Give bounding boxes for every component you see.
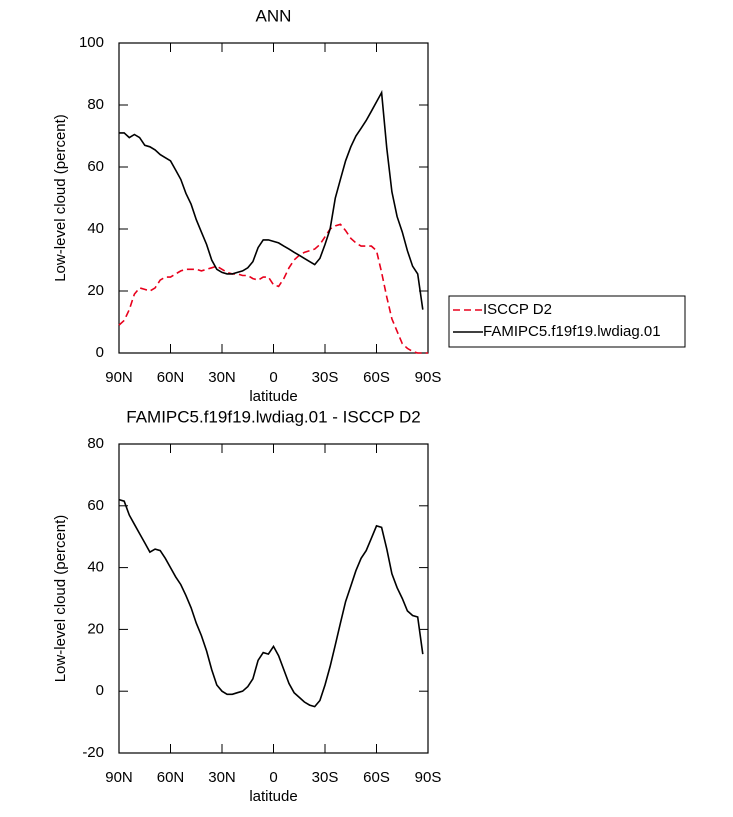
legend-label: ISCCP D2: [483, 301, 552, 318]
x-tick-label: 90N: [105, 369, 133, 386]
chart-title: ANN: [256, 6, 292, 25]
x-tick-label: 0: [269, 369, 277, 386]
x-tick-label: 90S: [415, 369, 442, 386]
y-axis-label: Low-level cloud (percent): [52, 114, 69, 282]
x-tick-label: 30N: [208, 369, 236, 386]
plot-frame: [118, 443, 429, 754]
legend-box: [448, 295, 686, 348]
y-axis-label: Low-level cloud (percent): [52, 515, 69, 683]
x-axis-label: latitude: [249, 388, 297, 405]
x-tick-label: 90S: [415, 769, 442, 786]
y-tick-label: 80: [87, 435, 104, 452]
x-tick-label: 30S: [312, 769, 339, 786]
x-tick-label: 60N: [157, 769, 185, 786]
x-tick-label: 60N: [157, 369, 185, 386]
x-axis-label: latitude: [249, 788, 297, 805]
y-tick-label: 0: [96, 682, 104, 699]
plot-frame: [118, 42, 429, 354]
y-tick-label: 60: [87, 497, 104, 514]
y-tick-label: 40: [87, 559, 104, 576]
x-tick-label: 60S: [363, 769, 390, 786]
y-tick-label: -20: [82, 744, 104, 761]
y-tick-label: 80: [87, 96, 104, 113]
y-tick-label: 20: [87, 282, 104, 299]
y-tick-label: 100: [79, 34, 104, 51]
data-line: [118, 223, 428, 354]
x-tick-label: 0: [269, 769, 277, 786]
chart-title: FAMIPC5.f19f19.lwdiag.01 - ISCCP D2: [126, 407, 421, 426]
y-tick-label: 0: [96, 344, 104, 361]
data-line: [119, 89, 424, 310]
x-tick-label: 90N: [105, 769, 133, 786]
y-tick-label: 60: [87, 158, 104, 175]
data-line: [118, 498, 424, 708]
x-tick-label: 30S: [312, 369, 339, 386]
y-tick-label: 40: [87, 220, 104, 237]
y-tick-label: 20: [87, 620, 104, 637]
x-tick-label: 30N: [208, 769, 236, 786]
x-tick-label: 60S: [363, 369, 390, 386]
legend-label: FAMIPC5.f19f19.lwdiag.01: [483, 323, 661, 340]
